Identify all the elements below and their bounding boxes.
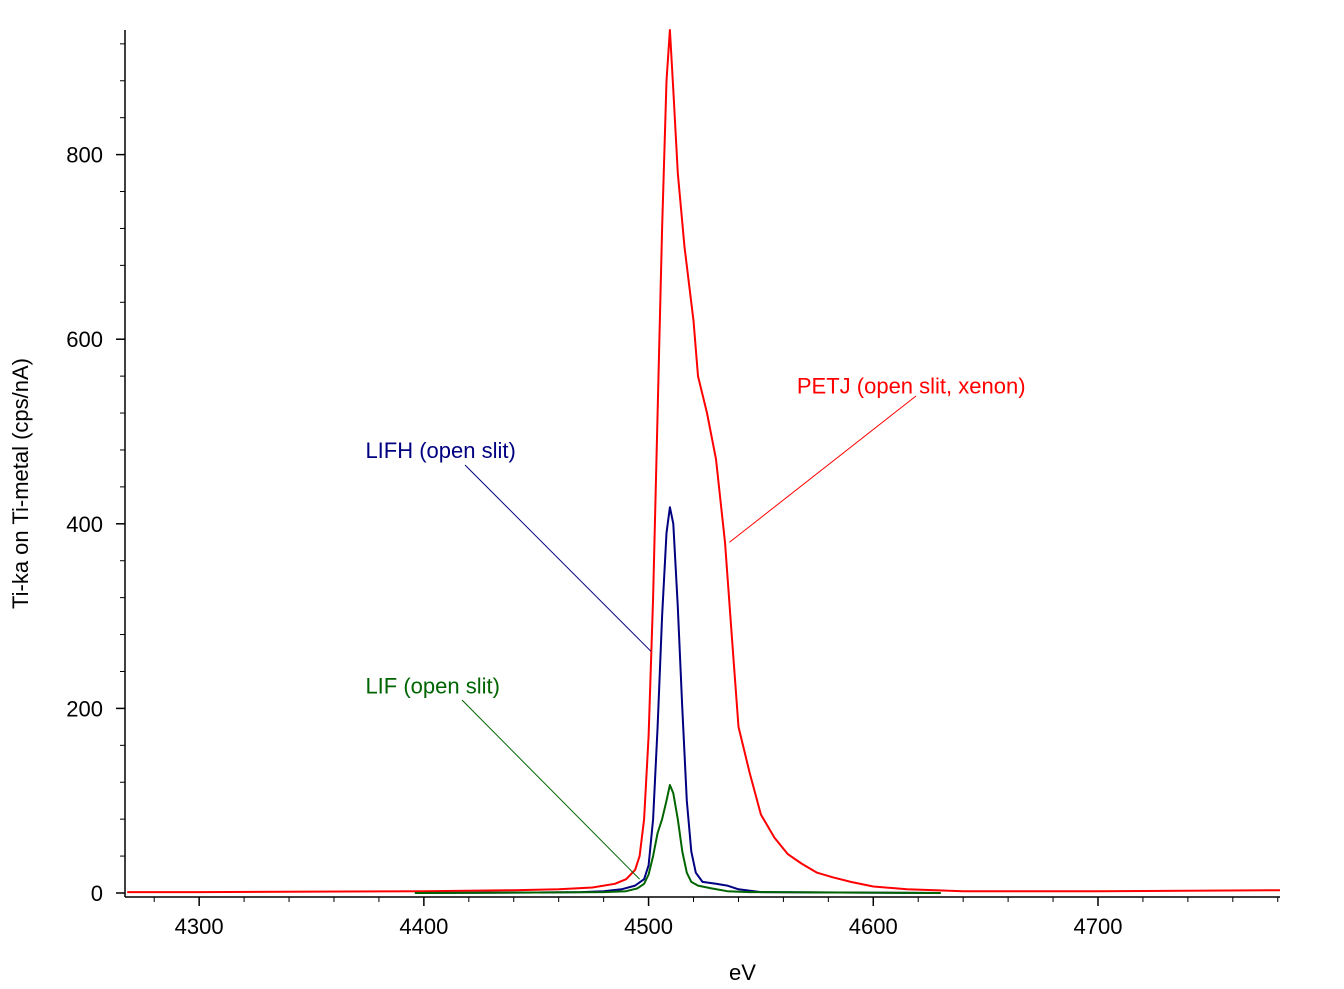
y-axis-title: Ti-ka on Ti-metal (cps/nA) <box>8 358 33 609</box>
y-tick-label: 0 <box>91 881 103 906</box>
y-tick-label: 400 <box>66 512 103 537</box>
y-tick-label: 800 <box>66 143 103 168</box>
axes: 4300 4400 4500 4600 4700 0 200 400 600 800 <box>66 30 1280 939</box>
series-label-1: LIFH (open slit) <box>365 438 515 463</box>
series-leader-line-0 <box>729 395 917 543</box>
x-ticks: 4300 4400 4500 4600 4700 <box>153 897 1279 939</box>
series-line-0 <box>127 29 1281 894</box>
series-line-1 <box>414 506 941 894</box>
annotation-group: PETJ (open slit, xenon) LIFH (open slit) L… <box>365 373 1026 880</box>
x-tick-label: 4600 <box>849 914 898 939</box>
x-tick-label: 4500 <box>624 914 673 939</box>
x-axis-title: eV <box>729 960 756 985</box>
y-ticks: 0 200 400 600 800 <box>66 43 125 906</box>
series-leader-line-1 <box>464 464 652 652</box>
series-leader-line-2 <box>461 699 640 880</box>
x-tick-label: 4400 <box>399 914 448 939</box>
series-label-0: PETJ (open slit, xenon) <box>797 373 1026 398</box>
y-tick-label: 200 <box>66 696 103 721</box>
y-tick-label: 600 <box>66 327 103 352</box>
series-line-2 <box>414 784 941 894</box>
x-tick-label: 4300 <box>175 914 224 939</box>
series-group <box>127 29 1281 894</box>
series-label-2: LIF (open slit) <box>365 673 500 698</box>
x-tick-label: 4700 <box>1074 914 1123 939</box>
